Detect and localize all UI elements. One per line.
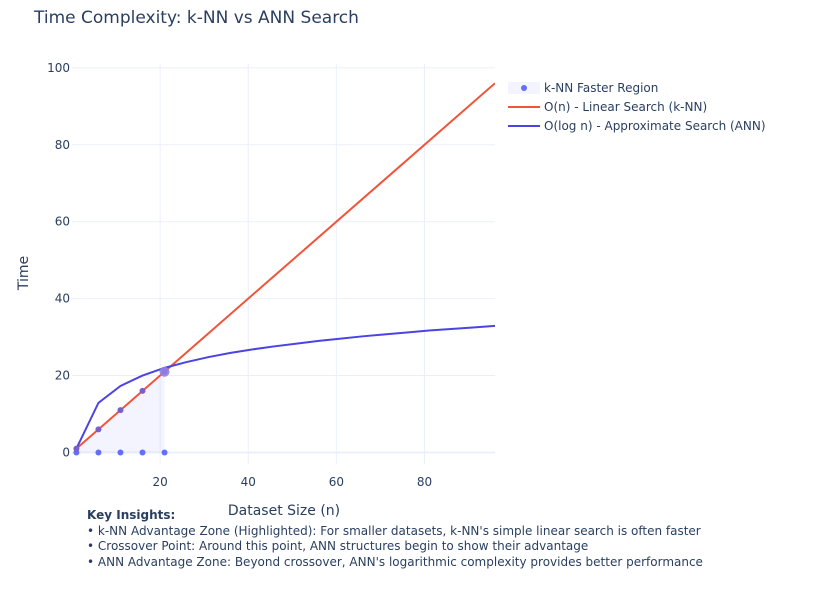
x-tick-label: 80 (417, 475, 432, 489)
legend-label: k-NN Faster Region (544, 81, 658, 95)
x-tick-label: 40 (241, 475, 256, 489)
knn-region-top-point (73, 445, 80, 452)
insights-note: Key Insights: • k-NN Advantage Zone (Hig… (87, 508, 703, 570)
tick-labels: 0 20 40 60 80 100 20 40 60 80 (47, 61, 432, 489)
linear-search-line (75, 82, 495, 450)
y-tick-label: 40 (55, 292, 70, 306)
y-tick-label: 20 (55, 369, 70, 383)
legend-label: O(n) - Linear Search (k-NN) (544, 100, 707, 114)
legend: k-NN Faster Region O(n) - Linear Search (… (508, 81, 766, 133)
series-markers (73, 366, 170, 456)
knn-region-top-point (117, 407, 124, 414)
knn-region-top-point (95, 426, 102, 433)
knn-region-point (117, 449, 124, 456)
insight-line: • Crossover Point: Around this point, AN… (87, 539, 589, 553)
grid (72, 64, 495, 464)
legend-swatch-marker (521, 85, 527, 91)
log-search-line (75, 324, 495, 450)
y-tick-label: 0 (62, 445, 70, 459)
y-tick-label: 80 (55, 138, 70, 152)
legend-label: O(log n) - Approximate Search (ANN) (544, 119, 766, 133)
x-tick-label: 60 (329, 475, 344, 489)
x-axis-title: Dataset Size (n) (228, 503, 340, 519)
insight-line: • k-NN Advantage Zone (Highlighted): For… (87, 523, 701, 538)
insights-heading: Key Insights: (87, 508, 176, 522)
y-tick-label: 60 (55, 215, 70, 229)
chart-title: Time Complexity: k-NN vs ANN Search (33, 8, 359, 28)
series-lines (75, 82, 495, 450)
knn-region-point (95, 449, 102, 456)
insight-line: • ANN Advantage Zone: Beyond crossover, … (87, 554, 703, 569)
y-axis-title: Time (16, 256, 32, 291)
crossover-point (159, 366, 170, 377)
y-tick-label: 100 (47, 61, 70, 75)
x-tick-label: 20 (152, 475, 167, 489)
knn-region-point (139, 449, 146, 456)
knn-region-point (161, 449, 168, 456)
knn-region-top-point (139, 387, 146, 394)
